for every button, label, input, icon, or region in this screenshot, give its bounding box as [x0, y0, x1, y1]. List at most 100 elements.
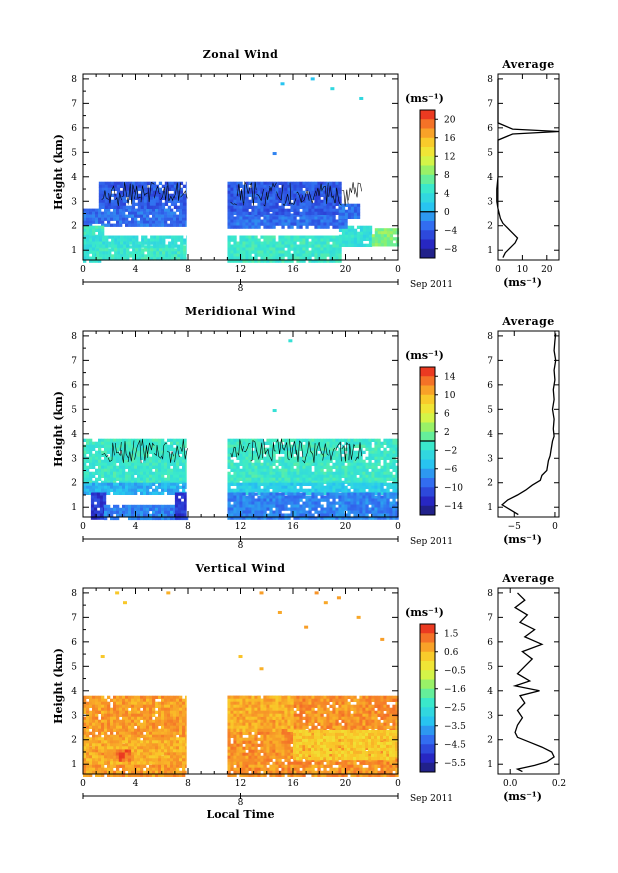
y-tick-label: 5	[71, 405, 77, 415]
heatmap-cell	[389, 243, 394, 247]
heatmap-cell	[161, 516, 165, 521]
heatmap-cell	[269, 482, 273, 486]
heatmap-cell	[171, 244, 175, 248]
heatmap-cell	[296, 208, 300, 212]
heatmap-cell	[239, 468, 243, 472]
heatmap-cell	[310, 77, 315, 81]
heatmap-cell	[179, 456, 183, 460]
heatmap-cell	[350, 456, 354, 460]
heatmap-cell	[305, 465, 309, 469]
heatmap-cell	[185, 474, 189, 478]
heatmap-cell	[185, 719, 189, 723]
heatmap-cell	[152, 453, 156, 457]
heatmap-cell	[155, 507, 159, 512]
heatmap-cell	[185, 223, 189, 227]
heatmap-cell	[155, 459, 159, 463]
heatmap-cell	[101, 214, 105, 218]
heatmap-cell	[177, 498, 182, 502]
heatmap-cell	[260, 247, 264, 251]
heatmap-cell	[281, 498, 285, 502]
heatmap-cell	[233, 184, 237, 188]
heatmap-cell	[176, 710, 180, 714]
contour-segment	[263, 188, 270, 207]
heatmap-cell	[353, 492, 357, 496]
heatmap-cell	[161, 695, 165, 699]
heatmap-cell	[143, 223, 147, 227]
heatmap-cell	[86, 441, 90, 445]
heatmap-cell	[167, 510, 171, 515]
heatmap-cell	[311, 501, 315, 505]
heatmap-cell	[170, 202, 175, 206]
heatmap-cell	[152, 513, 156, 518]
heatmap-cell	[317, 213, 321, 217]
heatmap-cell	[392, 474, 396, 478]
heatmap-cell	[107, 187, 112, 191]
heatmap-cell	[335, 244, 339, 248]
heatmap-cell	[284, 438, 288, 442]
heatmap-cell	[242, 202, 246, 206]
heatmap-cell	[296, 474, 300, 478]
heatmap-cell	[146, 199, 151, 203]
heatmap-cell	[248, 244, 252, 248]
heatmap-cell	[278, 259, 282, 263]
heatmap-cell	[83, 719, 87, 723]
heatmap-cell	[371, 456, 375, 460]
heatmap-cell	[251, 513, 255, 517]
colorbar-tick-label: −4	[444, 226, 458, 236]
heatmap-cell	[314, 238, 318, 242]
heatmap-cell	[254, 196, 258, 200]
heatmap-cell	[92, 716, 96, 720]
heatmap-cell	[170, 516, 174, 521]
heatmap-cell	[230, 184, 234, 188]
heatmap-cell	[278, 199, 282, 203]
heatmap-cell	[176, 480, 180, 484]
heatmap-cell	[137, 722, 141, 726]
heatmap-cell	[173, 462, 177, 466]
heatmap-cell	[227, 471, 231, 475]
heatmap-cell	[347, 504, 351, 508]
heatmap-cell	[287, 462, 291, 466]
heatmap-cell	[323, 477, 327, 481]
heatmap-cell	[362, 438, 366, 442]
heatmap-cell	[233, 250, 237, 254]
heatmap-cell	[155, 471, 159, 475]
heatmap-cell	[161, 214, 165, 218]
heatmap-cell	[98, 725, 102, 729]
heatmap-cell	[182, 725, 186, 729]
x-tick-label: 0	[80, 265, 86, 275]
heatmap-cell	[122, 438, 126, 442]
heatmap-cell	[179, 214, 183, 218]
heatmap-cell	[89, 259, 93, 263]
contour-segment	[302, 441, 310, 464]
heatmap-cell	[323, 216, 327, 220]
heatmap-cell	[242, 504, 246, 508]
heatmap-cell	[143, 725, 147, 729]
colorbar-swatch	[420, 394, 435, 405]
heatmap-cell	[116, 488, 120, 492]
heatmap-cell	[323, 459, 327, 463]
heatmap-cell	[101, 462, 105, 466]
heatmap-cell	[173, 456, 177, 460]
heatmap-cell	[344, 485, 348, 489]
contour-segment	[134, 185, 141, 200]
heatmap-cell	[287, 184, 291, 188]
heatmap-cell	[302, 438, 306, 442]
heatmap-cell	[299, 205, 303, 209]
heatmap-cell	[149, 507, 153, 512]
heatmap-cell	[131, 713, 135, 717]
heatmap-cell	[107, 441, 111, 445]
heatmap-cell	[230, 504, 234, 508]
heatmap-cell	[281, 250, 285, 254]
heatmap-cell	[134, 704, 138, 708]
heatmap-cell	[183, 501, 188, 505]
heatmap-cell	[143, 441, 147, 445]
heatmap-cell	[245, 465, 249, 469]
heatmap-cell	[248, 501, 252, 505]
heatmap-cell	[335, 456, 339, 460]
heatmap-cell	[180, 501, 185, 505]
heatmap-cell	[368, 488, 372, 492]
heatmap-cell	[117, 244, 121, 248]
heatmap-cell	[146, 488, 150, 492]
heatmap-cell	[272, 253, 276, 257]
heatmap-cell	[122, 220, 126, 224]
